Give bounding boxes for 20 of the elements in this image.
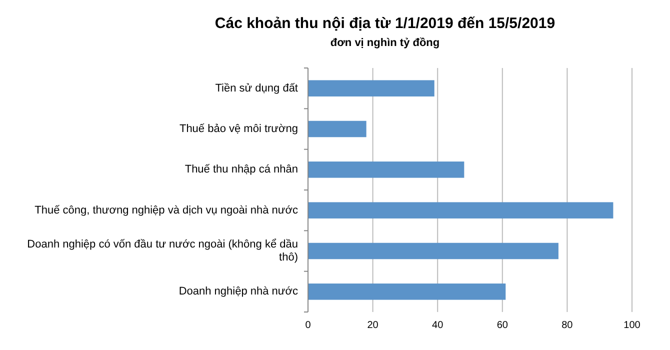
x-tick-label: 40 bbox=[432, 320, 444, 331]
y-tick-label: Doanh nghiệp có vốn đầu tư nước ngoài (không kể dầu thô) bbox=[27, 238, 298, 264]
x-tick-label: 100 bbox=[624, 320, 641, 331]
x-tick-label: 60 bbox=[496, 320, 508, 331]
y-tick-label: Thuế thu nhập cá nhân bbox=[184, 164, 298, 176]
x-tick-label: 0 bbox=[305, 320, 312, 331]
y-tick-label: Thuế công, thương nghiệp và dịch vụ ngoài nhà nước bbox=[34, 204, 298, 216]
bar bbox=[308, 120, 366, 138]
bar bbox=[308, 162, 464, 178]
bar bbox=[308, 284, 506, 300]
bar bbox=[308, 202, 614, 218]
x-tick-label: 80 bbox=[562, 320, 574, 331]
chart-title: Các khoản thu nội địa từ 1/1/2019 đến 15/5/2019 bbox=[214, 15, 556, 32]
y-tick-label: Thuế bảo vệ môi trường bbox=[179, 122, 298, 135]
x-tick-label: 20 bbox=[367, 320, 379, 331]
y-tick-label: Doanh nghiệp nhà nước bbox=[178, 286, 298, 298]
bar bbox=[308, 242, 558, 260]
chart-subtitle: đơn vị nghìn tỷ đồng bbox=[330, 37, 440, 49]
bar bbox=[308, 80, 434, 96]
y-tick-label: Tiền sử dụng đất bbox=[215, 82, 298, 94]
